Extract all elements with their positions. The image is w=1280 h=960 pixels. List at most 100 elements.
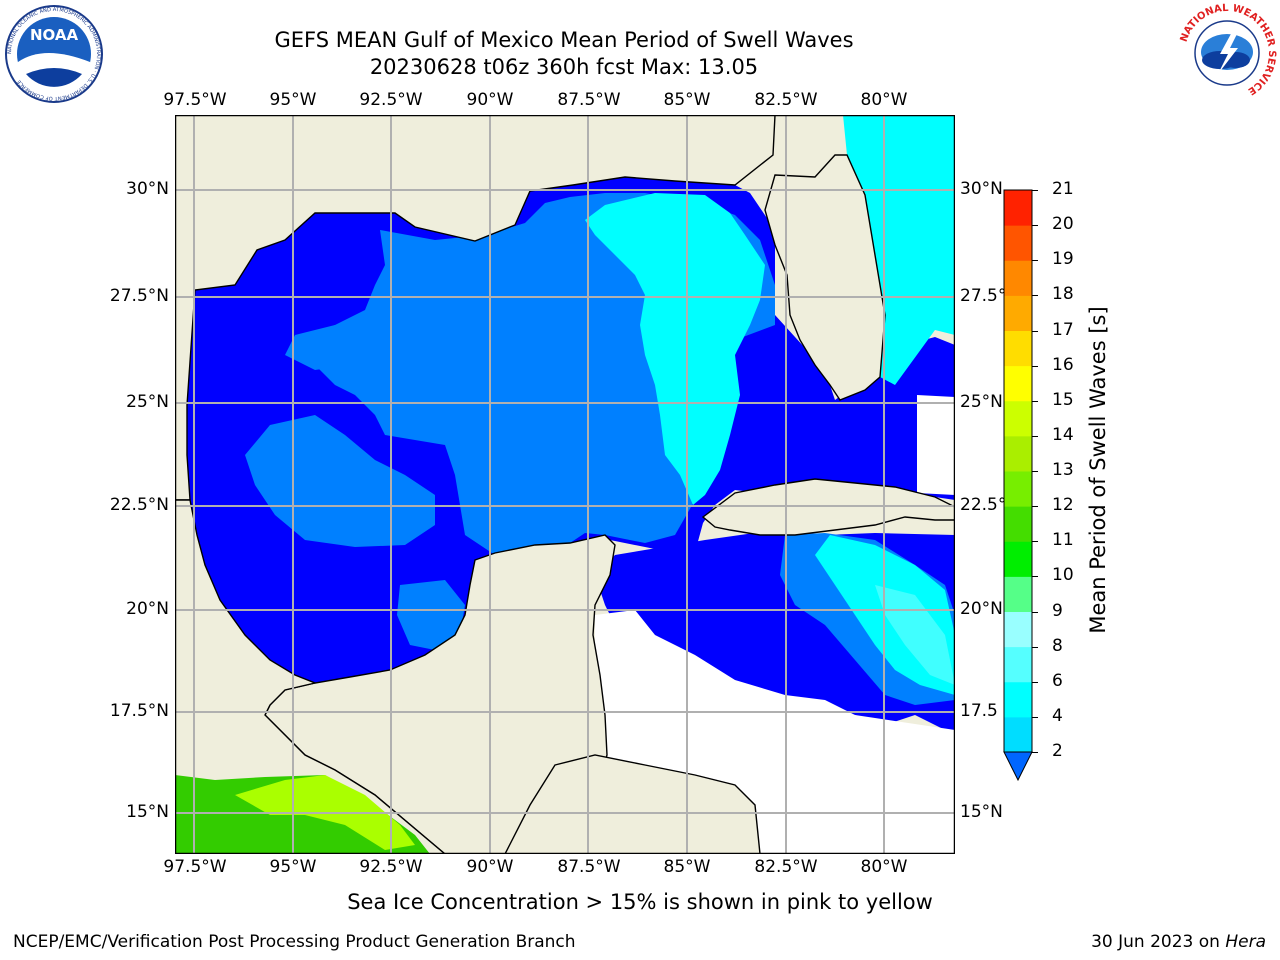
colorbar-tick-mark xyxy=(1032,190,1038,191)
lon-label-top: 97.5°W xyxy=(163,90,227,110)
footer-machine: Hera xyxy=(1225,932,1266,952)
lat-label-left: 27.5°N xyxy=(109,286,169,306)
lon-label-top: 80°W xyxy=(860,90,908,110)
chart-title: GEFS MEAN Gulf of Mexico Mean Period of … xyxy=(274,28,854,52)
colorbar-tick-label: 9 xyxy=(1052,600,1063,621)
lat-label-right: 17.5 xyxy=(960,701,998,721)
colorbar-segment xyxy=(1004,541,1032,577)
colorbar-segment xyxy=(1004,260,1032,296)
colorbar-tick-label: 20 xyxy=(1052,214,1074,235)
mexico-coast-left xyxy=(174,499,447,855)
colorbar-tick-label: 18 xyxy=(1052,284,1074,305)
colorbar-tick-label: 12 xyxy=(1052,495,1074,516)
colorbar-tick-mark xyxy=(1032,295,1038,297)
colorbar-tick-mark xyxy=(1032,681,1038,683)
central-america-land xyxy=(503,754,761,855)
colorbar-tick-label: 15 xyxy=(1052,389,1074,410)
colorbar-segment xyxy=(1004,646,1032,683)
colorbar-extend-triangle xyxy=(1003,751,1033,782)
lat-label-left: 25°N xyxy=(126,392,169,412)
lon-label-top: 90°W xyxy=(466,90,514,110)
colorbar-tick-label: 8 xyxy=(1052,635,1063,656)
map-panel xyxy=(174,114,956,855)
lon-label-bottom: 95°W xyxy=(269,857,317,877)
colorbar-tick-label: 2 xyxy=(1052,741,1063,761)
lat-label-right: 25°N xyxy=(960,392,1003,412)
period-2-4-south xyxy=(397,580,465,650)
footer-org: NCEP/EMC/Verification Post Processing Pr… xyxy=(13,932,576,952)
lon-label-top: 95°W xyxy=(269,90,317,110)
nws-logo: NATIONAL WEATHER SERVICE xyxy=(1176,2,1278,104)
colorbar-segment xyxy=(1004,400,1032,437)
period-4-6-central xyxy=(585,193,765,505)
colorbar-tick-label: 10 xyxy=(1052,565,1074,586)
sea-ice-note: Sea Ice Concentration > 15% is shown in … xyxy=(347,890,933,914)
period-2-4-ne xyxy=(285,325,360,370)
lon-label-top: 82.5°W xyxy=(754,90,818,110)
colorbar-tick-mark xyxy=(1032,330,1038,332)
map-frame xyxy=(174,114,956,855)
lon-label-bottom: 80°W xyxy=(860,857,908,877)
lat-label-right: 30°N xyxy=(960,179,1003,199)
nodata-area-2 xyxy=(917,395,955,495)
lon-label-bottom: 82.5°W xyxy=(754,857,818,877)
colorbar-tick-mark xyxy=(1032,471,1038,472)
colorbar-label: Mean Period of Swell Waves [s] xyxy=(1086,306,1110,634)
colorbar-tick-mark xyxy=(1032,435,1038,437)
colorbar-segment xyxy=(1004,330,1032,367)
footer-date-text: 30 Jun 2023 on xyxy=(1091,932,1226,952)
lon-label-bottom: 87.5°W xyxy=(557,857,621,877)
colorbar-segment xyxy=(1004,716,1032,753)
colorbar-tick-label: 17 xyxy=(1052,319,1074,340)
lat-label-right: 20°N xyxy=(960,599,1003,619)
colorbar-tick-mark xyxy=(1032,260,1038,262)
colorbar-segment xyxy=(1004,225,1032,261)
colorbar-tick-label: 4 xyxy=(1052,705,1063,726)
colorbar xyxy=(1000,186,1040,786)
colorbar-segment xyxy=(1004,365,1032,402)
colorbar-tick-mark xyxy=(1032,611,1038,613)
lon-label-bottom: 85°W xyxy=(663,857,711,877)
colorbar-tick-mark xyxy=(1032,541,1038,543)
colorbar-tick-label: 11 xyxy=(1052,530,1074,551)
chart-subtitle: 20230628 t06z 360h fcst Max: 13.05 xyxy=(369,55,759,79)
lon-label-top: 85°W xyxy=(663,90,711,110)
period-4-6-atlantic xyxy=(843,115,955,385)
colorbar-tick-label: 13 xyxy=(1052,460,1074,480)
colorbar-tick-mark xyxy=(1032,576,1038,578)
colorbar-segment xyxy=(1004,576,1032,612)
lon-label-top: 92.5°W xyxy=(359,90,423,110)
colorbar-segment xyxy=(1004,295,1032,331)
lat-label-left: 22.5°N xyxy=(109,495,169,515)
colorbar-segment xyxy=(1004,435,1032,472)
lon-label-bottom: 90°W xyxy=(466,857,514,877)
footer-date: 30 Jun 2023 on Hera xyxy=(1091,932,1266,952)
lat-label-left: 20°N xyxy=(126,599,169,619)
lon-label-bottom: 92.5°W xyxy=(359,857,423,877)
lat-label-right: 15°N xyxy=(960,802,1003,822)
lat-label-left: 17.5°N xyxy=(109,701,169,721)
nodata-area xyxy=(595,610,955,854)
colorbar-tick-mark xyxy=(1032,716,1038,718)
colorbar-tick-label: 14 xyxy=(1052,424,1074,445)
colorbar-segment xyxy=(1004,681,1032,718)
lon-label-top: 87.5°W xyxy=(557,90,621,110)
colorbar-tick-mark xyxy=(1032,400,1038,402)
colorbar-tick-mark xyxy=(1032,646,1038,648)
colorbar-tick-label: 16 xyxy=(1052,354,1074,375)
lon-label-bottom: 97.5°W xyxy=(163,857,227,877)
graticule xyxy=(175,115,955,854)
us-coast-left xyxy=(174,114,776,501)
colorbar-tick-label: 19 xyxy=(1052,249,1074,270)
colorbar-segment xyxy=(1004,471,1032,507)
noaa-logo: NOAA NATIONAL OCEANIC AND ATMOSPHERIC AD… xyxy=(4,4,104,104)
colorbar-segment xyxy=(1004,611,1032,648)
colorbar-tick-mark xyxy=(1032,365,1038,367)
colorbar-tick-mark xyxy=(1032,752,1038,753)
colorbar-tick-mark xyxy=(1032,506,1038,508)
noaa-logo-text: NOAA xyxy=(30,26,79,44)
lat-label-left: 15°N xyxy=(126,802,169,822)
colorbar-tick-label: 21 xyxy=(1052,179,1074,199)
colorbar-segment xyxy=(1004,506,1032,542)
lat-label-left: 30°N xyxy=(126,179,169,199)
